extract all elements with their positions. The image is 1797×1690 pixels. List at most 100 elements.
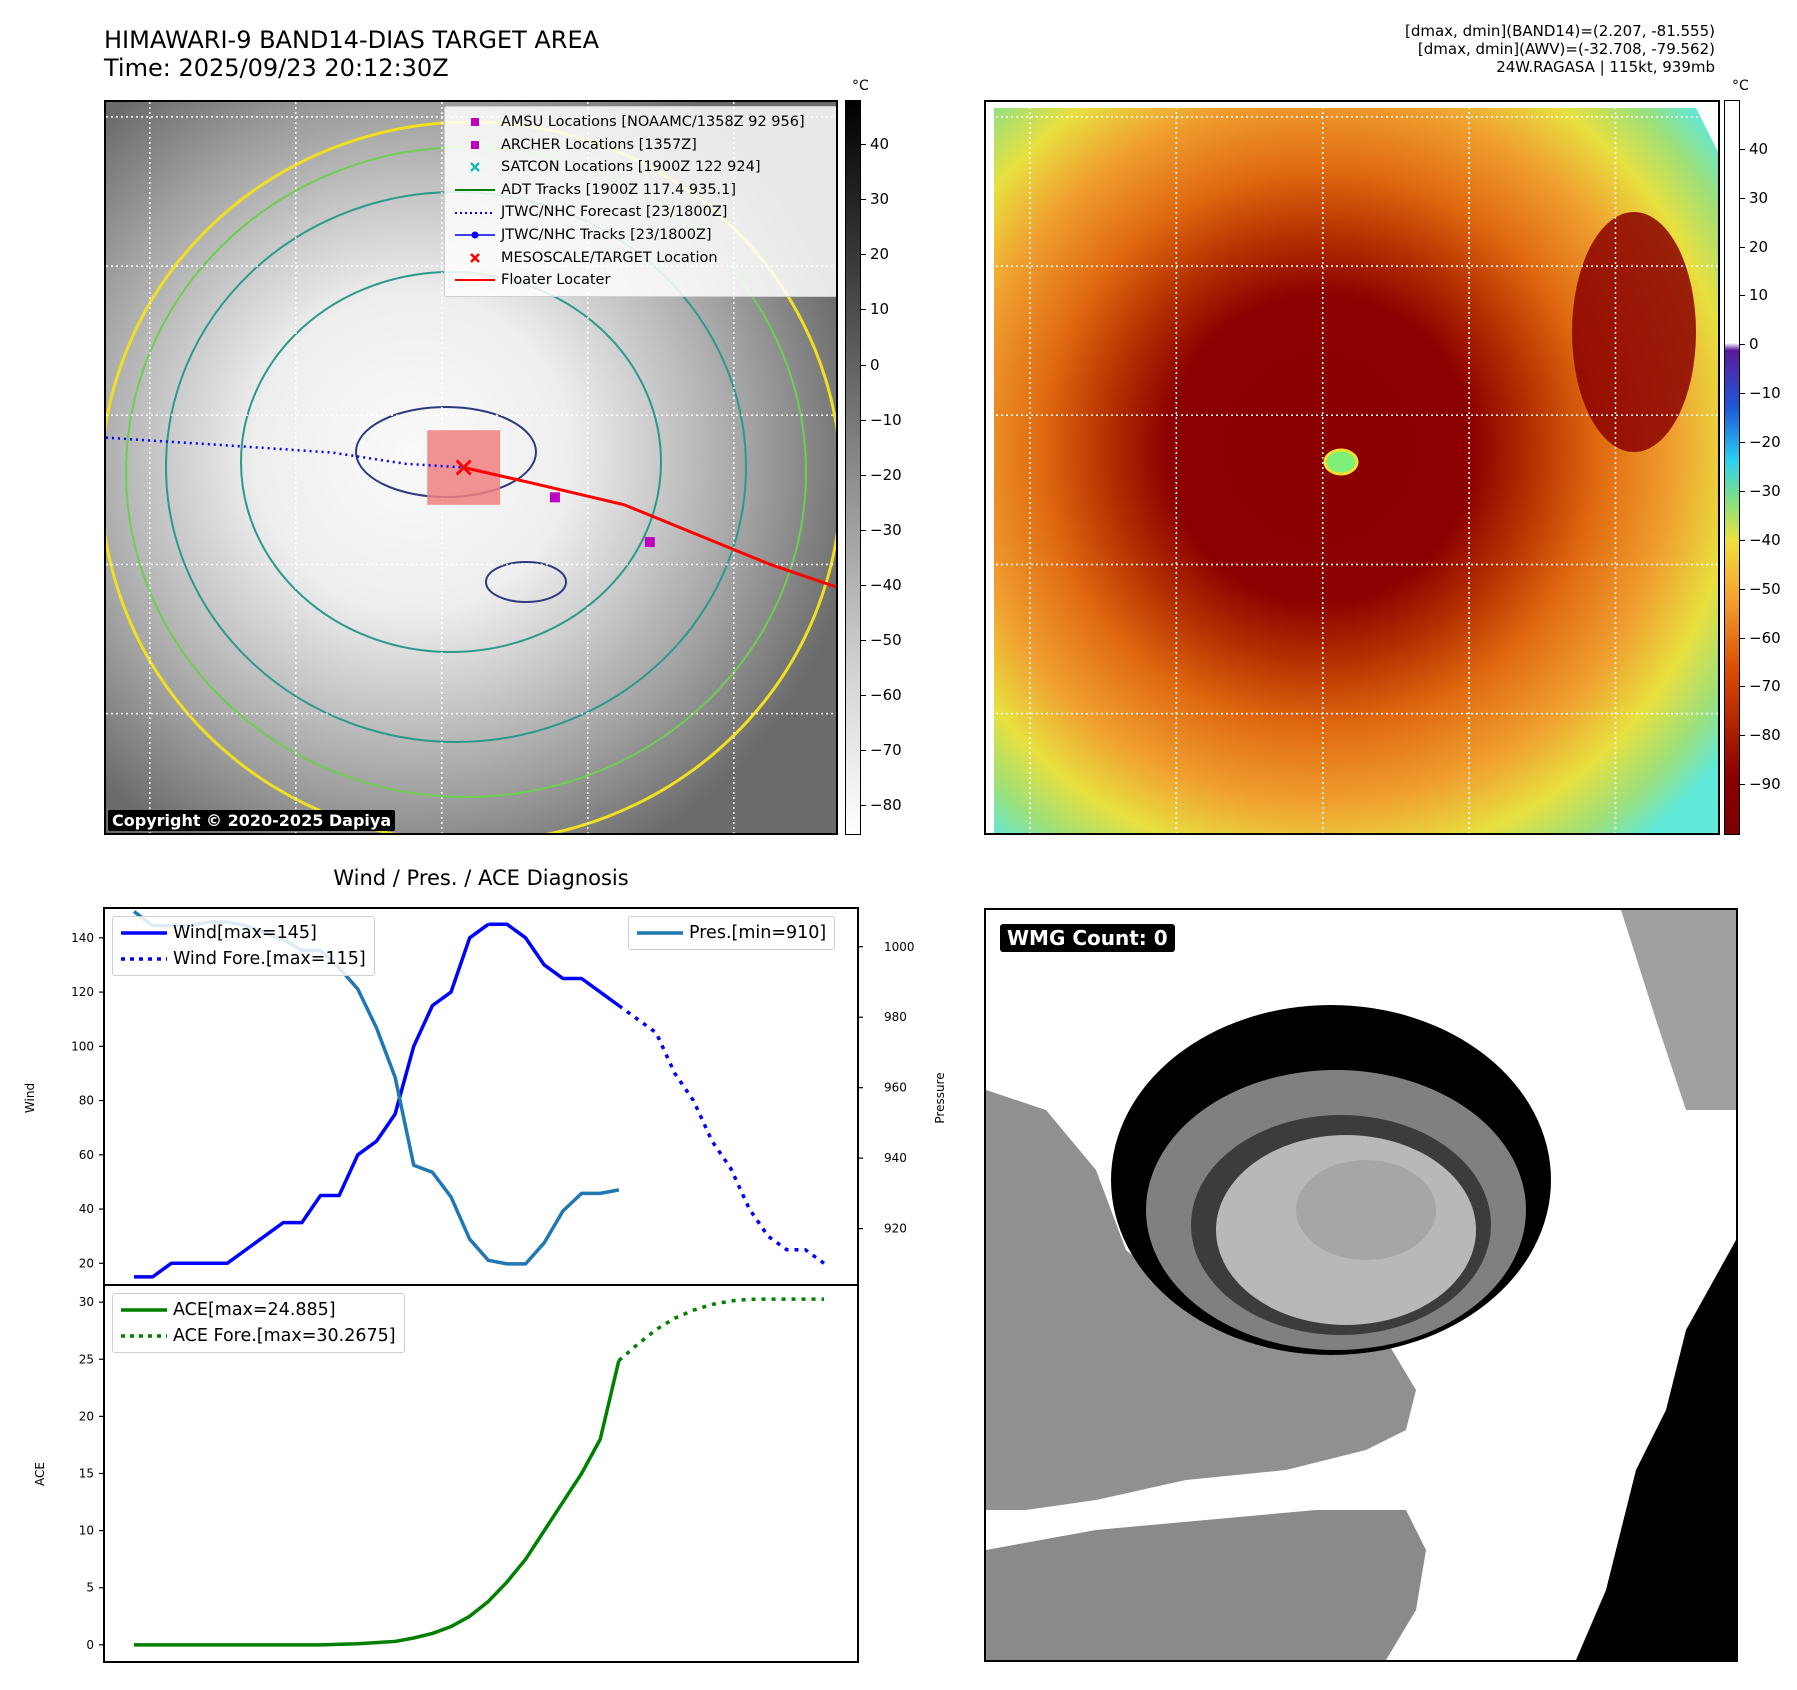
wind-tick-label: 140 — [71, 931, 94, 945]
awv-cbar-tick-mark — [1740, 148, 1745, 150]
legend-label: ADT Tracks [1900Z 117.4 935.1] — [501, 181, 737, 198]
ir-cbar-tick-mark — [861, 309, 866, 311]
ir-cbar-tick-mark — [861, 199, 866, 201]
ace-forecast-legend-label: ACE Fore.[max=30.2675] — [173, 1326, 396, 1346]
legend-symbol — [455, 231, 495, 239]
legend-label: AMSU Locations [NOAAMC/1358Z 92 956] — [501, 114, 805, 130]
awv-cbar-tick-mark — [1740, 197, 1745, 199]
awv-cbar-tick-mark — [1740, 344, 1745, 346]
pres-y-ticks: 920 940 960 980 1000 — [858, 940, 915, 1236]
ir-legend-entry: AMSU Locations [NOAAMC/1358Z 92 956] — [455, 111, 829, 134]
ir-cbar-tick-label: −10 — [870, 410, 902, 429]
stats-block: [dmax, dmin](BAND14)=(2.207, -81.555) [d… — [1405, 22, 1715, 76]
awv-colorbar — [1724, 100, 1740, 835]
legend-symbol — [455, 252, 495, 263]
ir-map-panel: AMSU Locations [NOAAMC/1358Z 92 956] ARCH… — [104, 100, 838, 835]
awv-cbar-tick-label: −40 — [1749, 530, 1781, 549]
diagnosis-chart: 20 40 60 80 100 120 140 920 940 960 980 1000 0 5 10 1… — [23, 907, 947, 1663]
wind-line — [134, 922, 490, 1279]
awv-cbar-tick-label: −20 — [1749, 433, 1781, 452]
pressure-legend-label: Pres.[min=910] — [689, 923, 827, 943]
wmg-count-badge: WMG Count: 0 — [1000, 924, 1175, 952]
wind-y-ticks: 20 40 60 80 100 120 140 — [71, 931, 104, 1270]
awv-colorbar-unit: °C — [1732, 78, 1749, 94]
awv-cbar-tick-mark — [1740, 637, 1745, 639]
ir-cbar-tick-mark — [861, 750, 866, 752]
ir-cbar-tick-mark — [861, 584, 866, 586]
ace-y-ticks: 0 5 10 15 20 25 30 — [79, 1295, 104, 1652]
title-line-2: Time: 2025/09/23 20:12:30Z — [104, 54, 449, 82]
ir-cbar-tick-mark — [861, 144, 866, 146]
ir-cbar-tick-label: −40 — [870, 575, 902, 594]
wmg-image — [986, 910, 1736, 1660]
pres-tick-label: 980 — [884, 1010, 907, 1024]
awv-cbar-tick-mark — [1740, 784, 1745, 786]
ir-legend-entry: JTWC/NHC Tracks [23/1800Z] — [455, 224, 829, 247]
ace-tick-label: 30 — [79, 1295, 94, 1309]
ir-cbar-tick-label: −30 — [870, 520, 902, 539]
ir-colorbar-unit: °C — [852, 78, 869, 94]
awv-gridlines — [986, 102, 1718, 833]
legend-label: JTWC/NHC Tracks [23/1800Z] — [501, 226, 712, 243]
ir-cbar-tick-mark — [861, 695, 866, 697]
ir-cbar-tick-mark — [861, 364, 866, 366]
legend-symbol — [455, 277, 495, 283]
ir-legend-entry: Floater Locater — [455, 269, 829, 292]
pressure-ylabel: Pressure — [933, 1072, 947, 1123]
stats-line-1: [dmax, dmin](BAND14)=(2.207, -81.555) — [1404, 22, 1715, 40]
awv-cbar-tick-mark — [1740, 490, 1745, 492]
title-line-1: HIMAWARI-9 BAND14-DIAS TARGET AREA — [104, 26, 600, 54]
ace-ylabel: ACE — [33, 1462, 47, 1486]
wind-tick-label: 80 — [79, 1094, 94, 1108]
wind-tick-label: 60 — [79, 1148, 94, 1162]
awv-cbar-tick-label: −70 — [1749, 677, 1781, 696]
pres-tick-label: 960 — [884, 1081, 907, 1095]
ir-legend: AMSU Locations [NOAAMC/1358Z 92 956] ARCH… — [444, 106, 836, 297]
diagnosis-title: Wind / Pres. / ACE Diagnosis — [333, 866, 629, 890]
wmg-gray-band — [986, 1090, 1416, 1510]
ir-cbar-tick-mark — [861, 529, 866, 531]
ir-colorbar — [845, 100, 861, 835]
awv-cbar-tick-label: −50 — [1749, 579, 1781, 598]
mesoscale-target-marker — [455, 459, 472, 476]
awv-eye — [1323, 448, 1359, 476]
awv-cbar-tick-mark — [1740, 393, 1745, 395]
legend-symbol — [455, 210, 495, 216]
awv-map-panel — [984, 100, 1720, 835]
awv-cbar-tick-label: 20 — [1749, 237, 1769, 256]
ir-legend-entry: ARCHER Locations [1357Z] — [455, 134, 829, 157]
wind-tick-label: 20 — [79, 1256, 94, 1270]
ir-legend-entry: MESOSCALE/TARGET Location — [455, 247, 829, 270]
ace-tick-label: 25 — [79, 1352, 94, 1366]
awv-map-svg — [986, 102, 1718, 833]
awv-dry-tongue — [1572, 212, 1696, 452]
figure-title: HIMAWARI-9 BAND14-DIAS TARGET AREA Time:… — [104, 26, 599, 82]
legend-symbol — [455, 162, 495, 173]
wmg-panel: WMG Count: 0 — [984, 908, 1738, 1662]
awv-cbar-tick-label: −80 — [1749, 726, 1781, 745]
wind-tick-label: 120 — [71, 985, 94, 999]
ir-cbar-tick-label: 30 — [870, 190, 890, 209]
awv-cbar-tick-label: −10 — [1749, 384, 1781, 403]
legend-label: ARCHER Locations [1357Z] — [501, 136, 697, 153]
ir-cbar-tick-label: −70 — [870, 741, 902, 760]
wmg-black-edge — [1576, 910, 1736, 1660]
wind-ylabel: Wind — [23, 1083, 37, 1113]
ir-cbar-tick-label: 0 — [870, 355, 880, 374]
archer-square — [549, 492, 560, 503]
pressure-legend: Pres.[min=910] — [628, 916, 836, 950]
wind-line — [488, 922, 620, 1008]
awv-cbar-tick-label: 40 — [1749, 139, 1769, 158]
legend-label: JTWC/NHC Forecast [23/1800Z] — [501, 204, 728, 221]
ir-cbar-tick-mark — [861, 640, 866, 642]
pres-tick-label: 1000 — [884, 940, 915, 954]
ir-legend-entry: ADT Tracks [1900Z 117.4 935.1] — [455, 179, 829, 202]
ace-legend: ACE[max=24.885] ACE Fore.[max=30.2675] — [112, 1293, 405, 1353]
ace-tick-label: 10 — [79, 1524, 94, 1538]
legend-label: Floater Locater — [501, 272, 611, 289]
wmg-gray-lower — [986, 1510, 1426, 1660]
ace-line — [134, 1360, 621, 1647]
awv-cbar-tick-mark — [1740, 442, 1745, 444]
legend-symbol — [455, 117, 495, 127]
stats-line-3: 24W.RAGASA | 115kt, 939mb — [1496, 58, 1715, 76]
